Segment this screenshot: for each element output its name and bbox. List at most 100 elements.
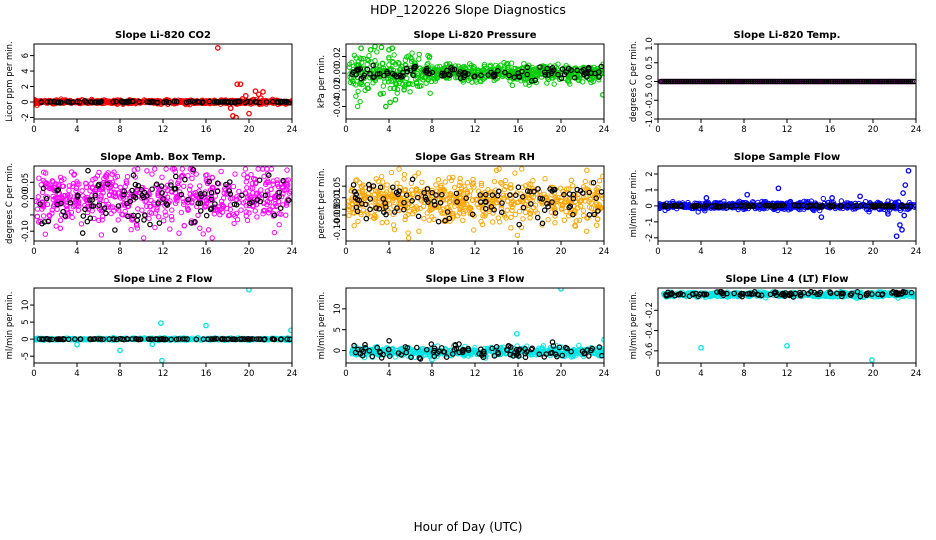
data-point-mean <box>164 202 171 208</box>
data-point <box>108 210 114 217</box>
data-point <box>112 190 119 196</box>
data-point <box>134 223 140 229</box>
data-point-mean <box>197 191 204 197</box>
data-point <box>464 201 470 208</box>
data-point <box>493 167 500 174</box>
data-point-mean <box>173 336 180 343</box>
data-point-mean <box>87 197 93 203</box>
data-point-mean <box>693 202 700 209</box>
data-point-mean <box>135 182 142 189</box>
data-point-mean <box>872 78 879 85</box>
data-point-mean <box>482 198 489 205</box>
data-point <box>496 69 502 75</box>
data-point-mean <box>792 78 799 85</box>
data-point <box>163 212 169 218</box>
data-point <box>219 209 226 215</box>
data-point-mean <box>103 210 109 217</box>
data-point-mean <box>705 78 712 85</box>
data-point-mean <box>896 78 903 85</box>
data-point <box>491 178 498 185</box>
data-point-mean <box>662 78 668 85</box>
data-point-mean <box>159 190 165 196</box>
data-point-mean <box>695 203 702 209</box>
data-point-mean <box>478 72 484 79</box>
data-point-mean <box>743 78 750 85</box>
data-point <box>135 206 141 212</box>
data-point-mean <box>780 78 786 85</box>
data-point-mean <box>798 78 805 85</box>
data-point-mean <box>727 78 734 85</box>
x-tick-label: 12 <box>158 125 169 135</box>
data-point-mean <box>354 208 361 215</box>
y-axis-label: degrees C per min. <box>5 163 15 244</box>
data-point-mean <box>663 78 670 85</box>
data-point-mean <box>203 212 210 219</box>
data-point <box>408 58 415 64</box>
data-point <box>176 230 182 236</box>
data-point-mean <box>223 181 229 188</box>
data-point <box>388 169 395 176</box>
data-point <box>79 188 85 194</box>
data-point <box>557 185 564 191</box>
data-point-mean <box>901 78 908 85</box>
data-point-mean <box>527 201 534 207</box>
data-point-mean <box>359 200 365 207</box>
data-point <box>530 205 537 211</box>
data-point <box>447 198 453 204</box>
data-point-mean <box>446 72 453 78</box>
data-point-mean <box>586 189 593 196</box>
data-point <box>374 189 381 195</box>
data-point <box>230 183 237 190</box>
data-point-mean <box>226 188 233 194</box>
data-point-mean <box>749 78 755 85</box>
data-point <box>131 167 138 173</box>
data-point-mean <box>247 99 254 105</box>
data-point <box>404 75 410 82</box>
data-point-mean <box>831 78 837 85</box>
data-point-mean <box>874 78 881 85</box>
data-point-mean <box>537 195 544 202</box>
data-point <box>122 208 128 215</box>
data-point <box>66 197 73 204</box>
data-point <box>502 177 509 184</box>
data-point-mean <box>444 209 451 215</box>
data-point-mean <box>811 78 817 85</box>
data-point <box>364 209 370 215</box>
x-tick-label: 0 <box>31 247 36 257</box>
data-point <box>181 183 187 190</box>
data-point <box>438 182 444 189</box>
data-point-outlier <box>214 45 221 51</box>
data-point-outlier <box>900 190 906 196</box>
data-point-mean <box>147 221 153 228</box>
data-point-mean <box>194 98 201 105</box>
data-point-mean <box>721 78 728 85</box>
data-point-mean <box>692 203 699 210</box>
data-point-mean <box>67 200 74 206</box>
data-point-mean <box>113 336 120 343</box>
data-point <box>593 187 600 193</box>
data-point-mean <box>488 69 494 76</box>
y-tick-label: 0.0 <box>645 75 655 89</box>
data-point-mean <box>829 202 836 209</box>
data-point-mean <box>867 78 874 85</box>
data-point <box>563 199 569 205</box>
data-point-mean <box>545 203 551 210</box>
data-point <box>63 202 69 209</box>
data-point-mean <box>758 78 765 85</box>
data-point <box>480 213 486 219</box>
data-point <box>159 174 165 180</box>
x-tick-label: 4 <box>74 247 79 257</box>
data-point <box>402 187 409 193</box>
data-point-mean <box>700 78 706 85</box>
data-point <box>530 71 537 77</box>
data-point-mean <box>818 203 825 210</box>
panel-points <box>34 166 292 241</box>
data-point <box>587 196 593 203</box>
data-point-mean <box>756 202 763 209</box>
data-point-mean <box>426 70 433 77</box>
data-point <box>519 74 525 80</box>
data-point <box>403 81 409 88</box>
data-point <box>52 195 58 201</box>
data-point-mean <box>271 212 278 219</box>
